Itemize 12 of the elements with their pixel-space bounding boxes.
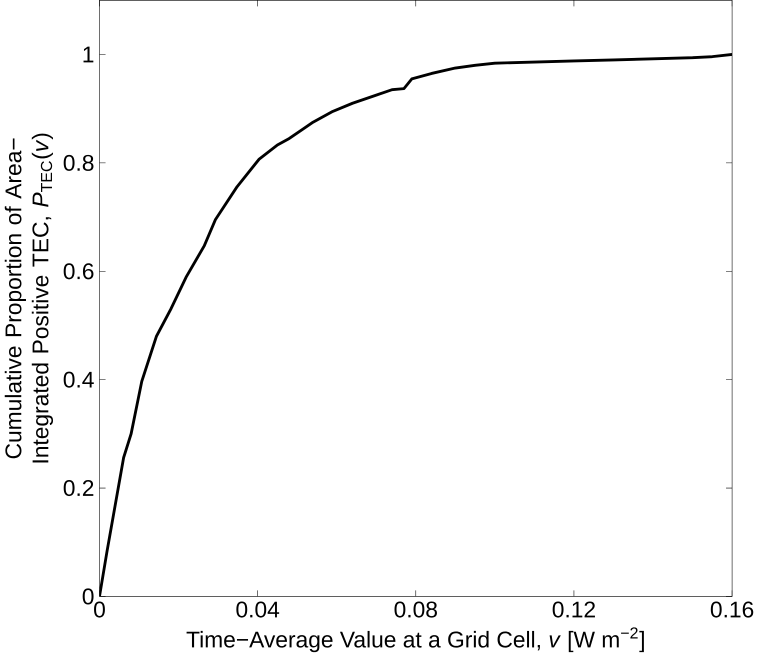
y-tick-label: 0.2 [64, 480, 94, 496]
x-axis-title: Time−Average Value at a Grid Cell, v [W m$^{−2}$] [186, 627, 644, 652]
y-tick-label: 0.8 [64, 154, 94, 171]
y-tick-label: 1 [84, 46, 94, 62]
y-tick-label: 0.6 [64, 263, 94, 280]
y-tick-label: 0.4 [64, 372, 94, 388]
x-tick-label: 0.12 [552, 602, 595, 618]
x-tick-label: 0.04 [236, 602, 280, 618]
x-tick-label: 0 [94, 602, 105, 618]
x-tick-label: 0.08 [394, 602, 437, 618]
x-tick-label: 0.16 [710, 602, 754, 618]
y-tick-label: 0 [82, 588, 94, 605]
